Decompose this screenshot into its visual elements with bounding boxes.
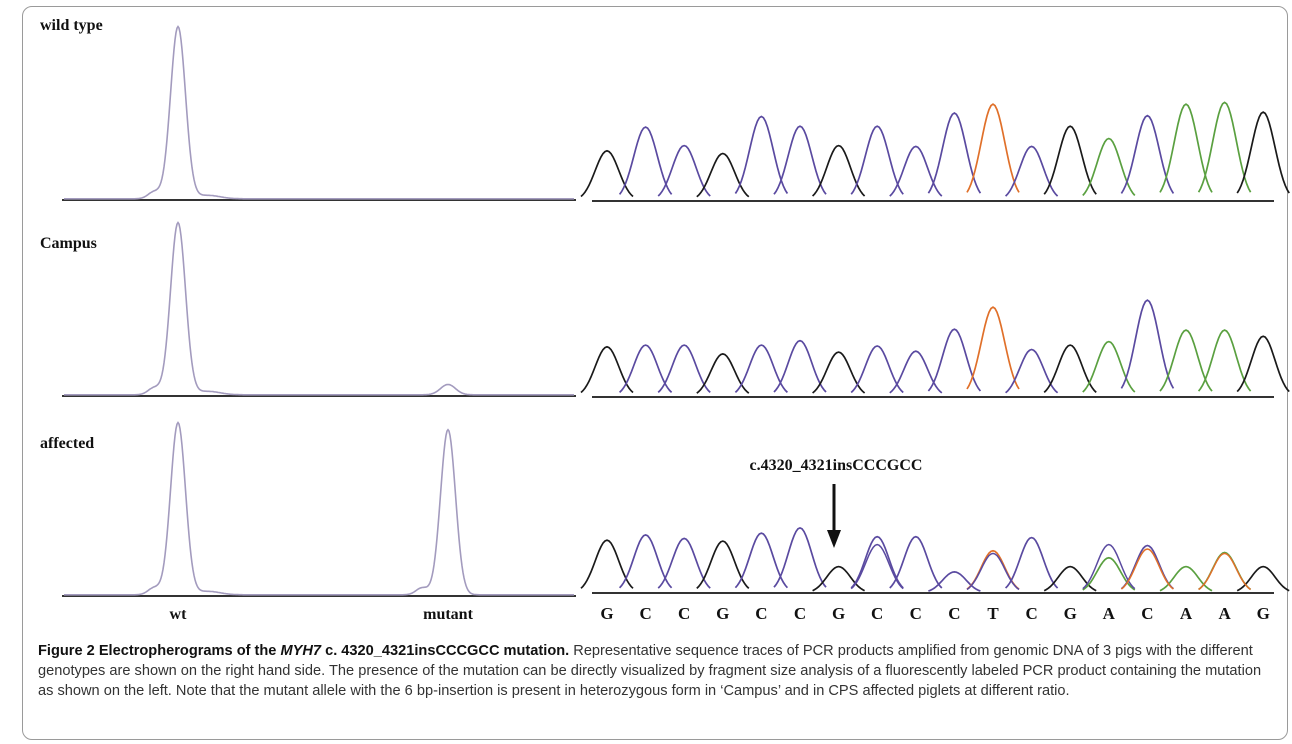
sequence-peak-1-12: [1004, 145, 1059, 197]
sequence-peak-2-17: [1197, 329, 1252, 392]
base-call-6: C: [794, 604, 806, 623]
sequence-peak-1-8: [850, 125, 904, 195]
base-call-16: A: [1180, 604, 1193, 623]
caption-title-before: Electropherograms of the: [98, 643, 281, 659]
sequence-peak-2-7: [812, 351, 866, 394]
base-call-17: A: [1218, 604, 1231, 623]
fragment-label-mutant: mutant: [423, 606, 473, 623]
base-call-2: C: [639, 604, 651, 623]
sequence-peak-3-5: [734, 532, 789, 589]
sequence-peak-1-1: [580, 149, 634, 198]
sequence-peak-2-9: [889, 350, 943, 394]
sequence-secondary-peak-2: [966, 552, 1020, 591]
base-call-12: C: [1025, 604, 1037, 623]
sequence-peak-1-17: [1197, 101, 1252, 193]
sequence-peak-1-13: [1043, 125, 1097, 195]
sequence-peak-1-10: [927, 111, 982, 194]
sequence-peak-3-11: [966, 549, 1020, 590]
base-call-18: G: [1257, 604, 1270, 623]
caption-title-after: c. 4320_4321insCCCGCC mutation.: [321, 643, 570, 659]
sequence-peak-2-1: [580, 345, 634, 394]
base-call-10: C: [948, 604, 960, 623]
base-call-15: C: [1141, 604, 1153, 623]
figure-caption: Figure 2 Electropherograms of the MYH7 c…: [38, 641, 1274, 701]
sequence-peak-1-16: [1159, 103, 1213, 193]
caption-body: Representative sequence traces of PCR pr…: [38, 643, 1262, 699]
sequence-secondary-peak-5: [1198, 552, 1252, 591]
electropherogram-figure: wild type Campus affected wt mutant G C C G…: [40, 17, 1290, 623]
sequence-peak-1-18: [1236, 111, 1290, 194]
sequence-peak-3-16: [1159, 565, 1213, 592]
sequence-peak-2-2: [618, 344, 673, 394]
sequence-peak-3-9: [889, 535, 943, 589]
fragment-trace-affected: [64, 421, 574, 596]
sequence-peak-2-10: [927, 328, 982, 392]
mutation-arrow-head: [827, 530, 841, 548]
base-call-4: G: [716, 604, 729, 623]
sequence-peak-2-5: [734, 344, 789, 394]
sequence-peak-2-15: [1120, 299, 1175, 389]
sequence-peak-1-11: [966, 103, 1020, 193]
sequence-peak-2-8: [850, 345, 904, 394]
fragment-trace-campus: [64, 221, 574, 396]
sequence-secondary-peak-1: [850, 543, 904, 590]
sequence-peak-3-13: [1043, 565, 1097, 592]
panel-label-wild-type: wild type: [40, 17, 103, 34]
sequence-peak-2-3: [657, 344, 711, 394]
sequence-peak-1-5: [734, 115, 789, 194]
sequence-trace-campus: [580, 299, 1290, 394]
sequence-secondary-peak-4: [1120, 548, 1174, 590]
sequence-peak-1-7: [811, 144, 866, 197]
base-call-9: C: [910, 604, 922, 623]
base-call-11: T: [987, 604, 999, 623]
sequence-peak-1-14: [1082, 137, 1136, 196]
sequence-peak-2-11: [966, 306, 1020, 390]
base-call-8: C: [871, 604, 883, 623]
fragment-trace-wild-type: [64, 25, 574, 200]
sequence-peak-2-13: [1043, 344, 1097, 394]
base-call-13: G: [1064, 604, 1077, 623]
base-call-5: C: [755, 604, 767, 623]
figure-frame: [22, 6, 1288, 740]
sequence-peak-3-18: [1236, 565, 1290, 592]
base-call-3: C: [678, 604, 690, 623]
sequence-peak-3-14: [1082, 556, 1136, 591]
base-call-14: A: [1103, 604, 1116, 623]
sequence-peak-3-1: [580, 539, 634, 589]
sequence-peak-2-6: [773, 339, 827, 393]
sequence-peak-3-6: [773, 526, 827, 588]
base-call-1: G: [600, 604, 613, 623]
sequence-peak-1-4: [696, 152, 750, 198]
caption-figure-label: Figure 2: [38, 643, 95, 659]
caption-title-gene: MYH7: [280, 643, 322, 659]
fragment-label-wt: wt: [170, 606, 188, 623]
sequence-peak-3-17: [1198, 551, 1252, 591]
panel-label-campus: Campus: [40, 235, 97, 252]
sequence-peak-1-2: [618, 126, 673, 195]
sequence-trace-wild-type: [580, 101, 1290, 198]
base-call-7: G: [832, 604, 845, 623]
sequence-peak-3-8: [850, 535, 904, 589]
sequence-peak-2-18: [1236, 335, 1290, 393]
sequence-peak-1-15: [1120, 114, 1175, 194]
sequence-peak-3-2: [618, 533, 673, 589]
sequence-trace-affected: [580, 526, 1290, 592]
sequence-peak-1-6: [773, 125, 827, 195]
sequence-peak-3-4: [696, 540, 750, 590]
sequence-peak-3-3: [657, 537, 711, 589]
sequence-peak-2-4: [696, 353, 750, 394]
sequence-peak-2-12: [1005, 348, 1059, 394]
sequence-secondary-peak-3: [1082, 543, 1136, 590]
sequence-peak-3-12: [1004, 536, 1059, 589]
mutation-annotation: c.4320_4321insCCCGCC: [750, 457, 923, 474]
panel-label-affected: affected: [40, 435, 94, 452]
sequence-peak-1-3: [657, 144, 711, 197]
sequence-peak-1-9: [889, 145, 943, 197]
sequence-peak-2-16: [1159, 329, 1213, 392]
